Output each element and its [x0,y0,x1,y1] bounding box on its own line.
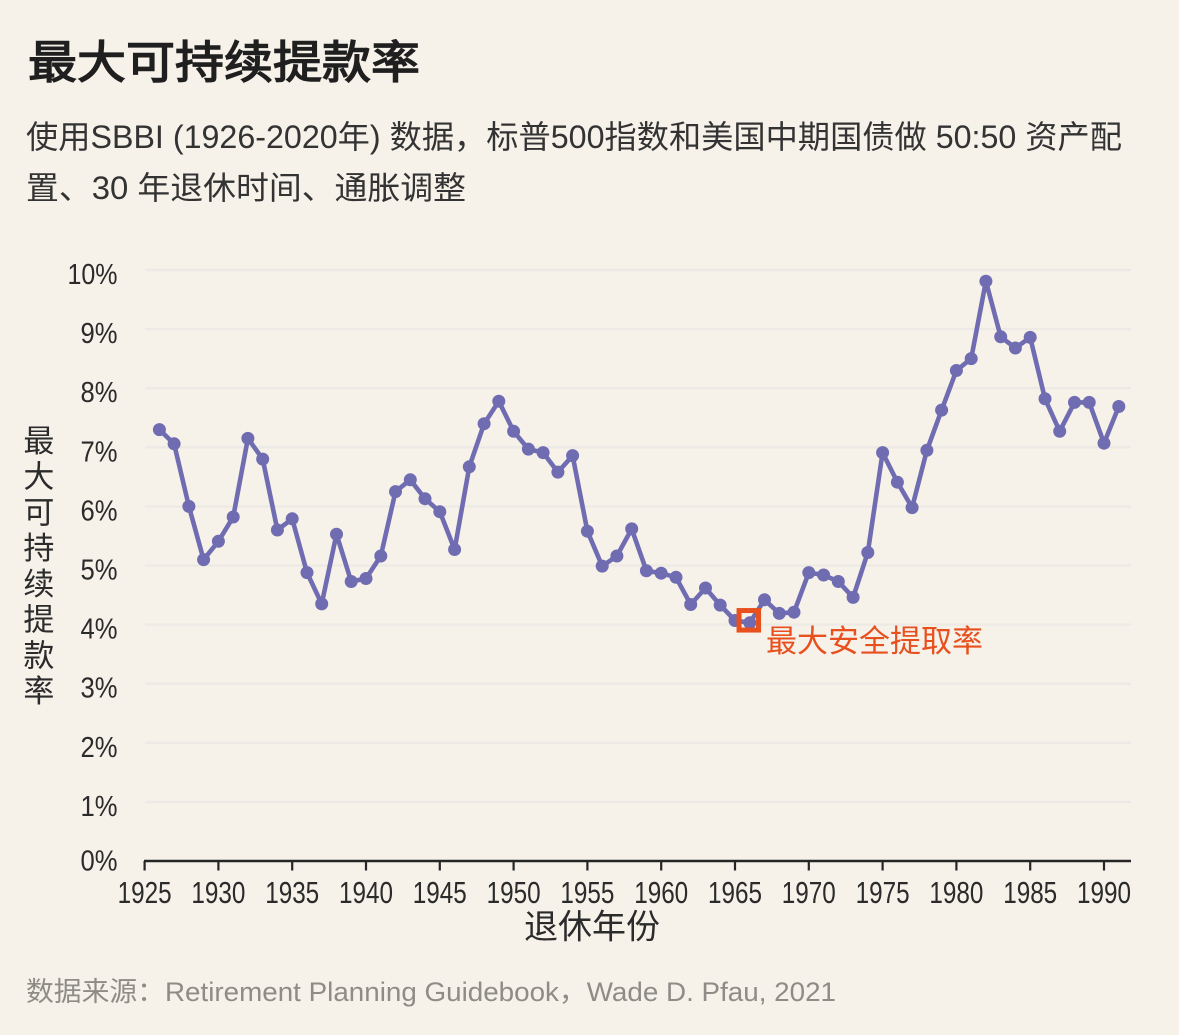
svg-text:6%: 6% [81,495,118,527]
svg-text:9%: 9% [81,318,118,350]
svg-text:1935: 1935 [265,875,319,910]
svg-text:最大安全提取率: 最大安全提取率 [766,624,983,659]
svg-text:提: 提 [23,603,54,638]
svg-text:10%: 10% [68,259,118,291]
svg-text:1%: 1% [81,791,118,823]
svg-text:可: 可 [23,495,54,530]
svg-text:1985: 1985 [1003,875,1057,910]
svg-text:大: 大 [23,460,54,495]
svg-text:1970: 1970 [782,875,836,910]
svg-text:置、30 年退休时间、通胀调整: 置、30 年退休时间、通胀调整 [26,170,466,206]
svg-text:1980: 1980 [929,875,983,910]
svg-text:使用SBBI (1926-2020年) 数据，标普500指数: 使用SBBI (1926-2020年) 数据，标普500指数和美国中期国债做 5… [26,119,1122,155]
svg-text:最: 最 [23,424,54,459]
svg-text:4%: 4% [81,614,118,646]
svg-text:8%: 8% [81,377,118,409]
svg-text:0%: 0% [81,846,118,878]
svg-text:3%: 3% [81,673,118,705]
svg-text:1975: 1975 [856,875,910,910]
svg-text:款: 款 [23,638,54,673]
svg-text:1945: 1945 [413,875,467,910]
svg-text:数据来源：Retirement Planning Guide: 数据来源：Retirement Planning Guidebook，Wade … [26,977,836,1007]
svg-text:5%: 5% [81,555,118,587]
svg-text:1950: 1950 [487,875,541,910]
svg-text:1960: 1960 [634,875,688,910]
svg-text:续: 续 [23,567,54,602]
svg-text:1940: 1940 [339,875,393,910]
svg-text:1925: 1925 [118,875,172,910]
svg-text:1990: 1990 [1077,875,1131,910]
svg-text:持: 持 [23,531,54,566]
svg-text:最大可持续提款率: 最大可持续提款率 [28,37,420,88]
svg-text:率: 率 [23,674,54,709]
svg-text:7%: 7% [81,436,118,468]
svg-text:1955: 1955 [560,875,614,910]
svg-text:2%: 2% [81,732,118,764]
svg-text:1965: 1965 [708,875,762,910]
svg-text:退休年份: 退休年份 [524,909,660,947]
svg-text:1930: 1930 [191,875,245,910]
